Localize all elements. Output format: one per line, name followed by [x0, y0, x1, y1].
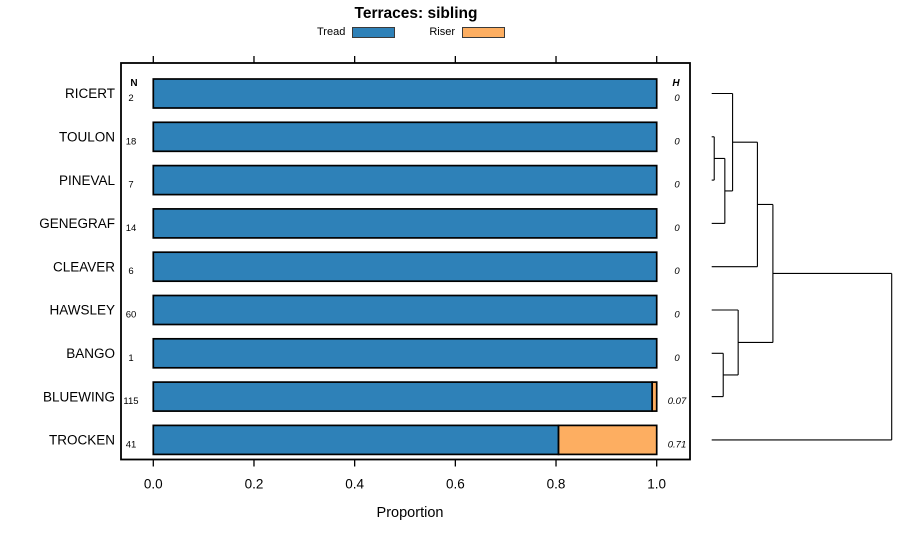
h-value: 0.07 [668, 396, 687, 407]
legend-item-riser: Riser [429, 26, 505, 38]
category-label: TROCKEN [49, 433, 115, 448]
x-tick-label: 0.8 [547, 477, 566, 492]
category-label: GENEGRAF [39, 216, 115, 231]
category-label: BANGO [66, 346, 115, 361]
h-value: 0 [674, 136, 680, 147]
h-value: 0.71 [668, 439, 687, 450]
h-value: 0 [674, 223, 680, 234]
bar-segment-tread [152, 121, 658, 153]
category-label: TOULON [59, 130, 115, 145]
category-label: BLUEWING [43, 389, 115, 404]
legend-item-tread: Tread [317, 26, 396, 38]
x-axis-title: Proportion [376, 505, 444, 521]
n-value: 7 [128, 180, 133, 191]
bar-segment-tread [152, 337, 658, 369]
bar-segment-riser [557, 424, 658, 456]
legend-label: Tread [317, 26, 346, 38]
legend: Tread Riser [317, 26, 505, 38]
legend-label: Riser [429, 26, 455, 38]
n-value: 115 [123, 396, 138, 407]
category-label: CLEAVER [53, 259, 115, 274]
x-tick-label: 0.6 [446, 477, 465, 492]
bar-segment-tread [152, 294, 658, 326]
bar-segment-tread [152, 381, 654, 412]
x-tick-label: 0.0 [144, 477, 163, 492]
chart-title: Terraces: sibling [354, 5, 478, 22]
legend-swatch [352, 26, 396, 38]
n-value: 6 [128, 266, 133, 277]
bar-segment-tread [152, 164, 658, 196]
h-value: 0 [674, 353, 680, 364]
h-column-header: H [672, 78, 680, 89]
h-value: 0 [674, 93, 680, 104]
n-value: 41 [126, 439, 137, 450]
n-value: 2 [128, 93, 133, 104]
bar-segment-tread [152, 208, 658, 239]
x-tick-label: 0.2 [245, 477, 264, 492]
n-value: 18 [126, 136, 137, 147]
h-value: 0 [674, 266, 680, 277]
bar-segment-riser [651, 381, 658, 412]
bar-segment-tread [152, 78, 658, 109]
n-value: 60 [126, 310, 137, 321]
x-tick-label: 1.0 [647, 477, 666, 492]
n-value: 1 [128, 353, 133, 364]
h-value: 0 [674, 310, 680, 321]
bar-segment-tread [152, 424, 560, 456]
n-column-header: N [130, 78, 137, 89]
h-value: 0 [674, 180, 680, 191]
legend-swatch [462, 26, 505, 38]
x-tick-label: 0.4 [345, 477, 364, 492]
n-value: 14 [126, 223, 137, 234]
category-label: HAWSLEY [49, 303, 115, 318]
plot-panel-border [120, 62, 691, 461]
bar-segment-tread [152, 251, 658, 283]
category-label: PINEVAL [59, 173, 116, 188]
category-label: RICERT [65, 86, 115, 101]
